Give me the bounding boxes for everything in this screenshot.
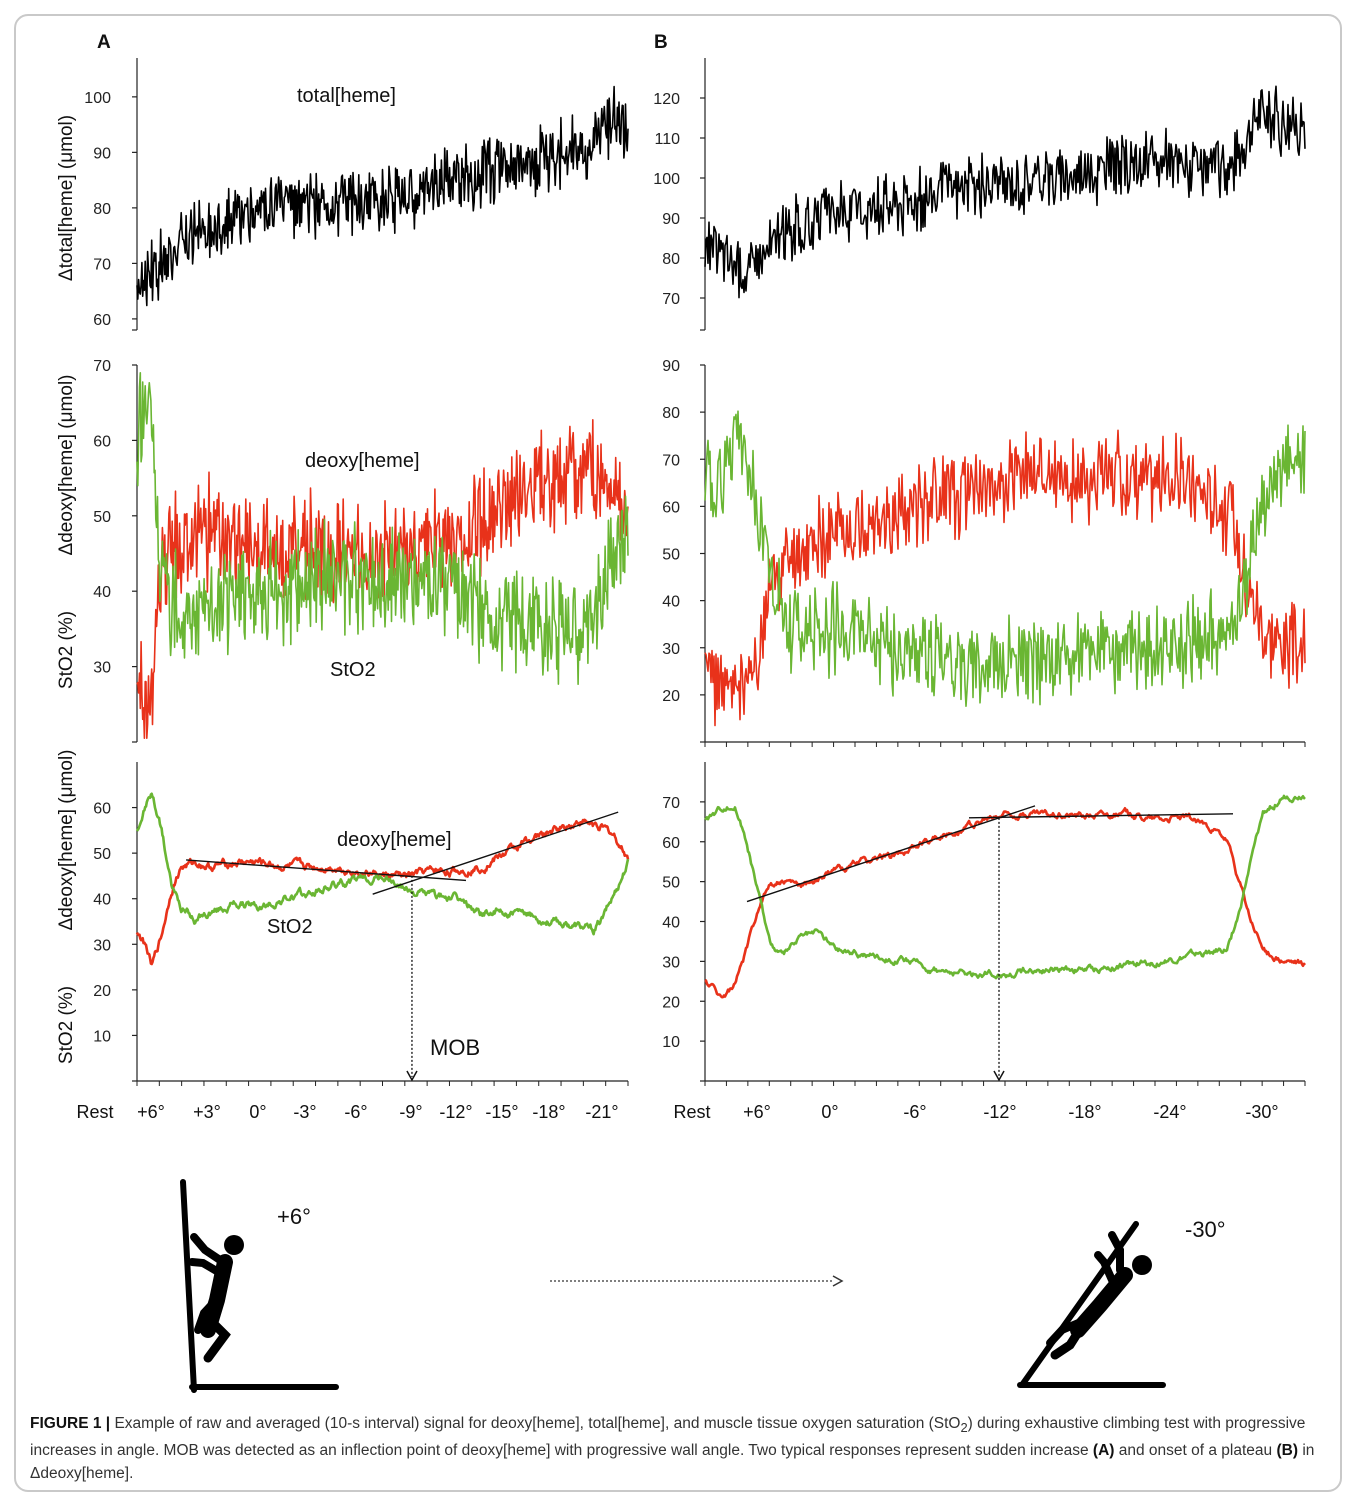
y-tick-label: 20 [662,688,680,705]
y-tick-label: 50 [93,846,111,863]
x-tick-label: -3° [293,1102,316,1122]
y-tick-label: 40 [93,892,111,909]
x-tick-label: +6° [743,1102,771,1122]
caption-bold-a: (A) [1092,1442,1115,1460]
x-tick-label: -30° [1245,1102,1278,1122]
y-tick-label: 90 [662,358,680,375]
y-tick-label: 30 [662,954,680,971]
figure-caption: FIGURE 1 | Example of raw and averaged (… [30,1412,1330,1485]
y-tick-label: 120 [653,91,680,108]
x-tick-label: +6° [137,1102,165,1122]
caption-part-4: in Δdeoxy[heme]. [30,1442,1315,1483]
y-tick-label: 40 [662,594,680,611]
ylabel-deoxy-raw: Δdeoxy[heme] (μmol) [56,375,77,556]
caption-part-3: and onset of a plateau [1114,1442,1277,1460]
label-deoxy-avg: deoxy[heme] [337,829,452,851]
series-total-heme--A-total [136,85,629,307]
caption-bold-b: (B) [1276,1442,1299,1460]
caption-part-1: Example of raw and averaged (10-s interv… [110,1415,961,1432]
climber-a-icon [180,1179,339,1393]
panel-label-b: B [654,32,668,53]
y-tick-label: 50 [662,875,680,892]
y-tick-label: 70 [93,256,111,273]
y-tick-label: 30 [662,641,680,658]
label-sto2-raw: StO2 [330,659,376,681]
y-tick-label: 30 [93,937,111,954]
series-sto2-B-avg [704,794,1306,980]
y-tick-label: 90 [93,145,111,162]
series-total-heme--B-total [704,85,1306,299]
y-tick-label: 80 [93,201,111,218]
ylabel-deoxy-avg: Δdeoxy[heme] (μmol) [56,750,77,931]
label-sto2-avg: StO2 [267,916,313,938]
label-deoxy-raw: deoxy[heme] [305,450,420,472]
panel-label-a: A [97,32,111,53]
y-tick-label: 10 [93,1028,111,1045]
y-tick-label: 80 [662,405,680,422]
x-tick-label: -15° [485,1102,518,1122]
label-total-heme: total[heme] [297,85,396,107]
y-tick-label: 60 [93,801,111,818]
y-tick-label: 40 [662,915,680,932]
fit-line [746,805,1036,903]
progression-arrow-head [832,1275,844,1287]
label-mob: MOB [430,1035,480,1060]
y-tick-label: 60 [662,499,680,516]
ylabel-total: Δtotal[heme] (μmol) [56,115,77,281]
x-tick-label: -12° [439,1102,472,1122]
x-tick-label: -21° [585,1102,618,1122]
y-tick-label: 70 [662,795,680,812]
y-tick-label: 20 [93,983,111,1000]
x-tick-label: -18° [532,1102,565,1122]
mob-marker-arrowhead [993,1070,1005,1082]
fit-line [186,859,467,882]
y-tick-label: 40 [93,584,111,601]
fit-line [968,813,1234,819]
ylabel-sto2-avg: StO2 (%) [56,986,77,1064]
y-tick-label: 20 [662,994,680,1011]
x-tick-label: -24° [1153,1102,1186,1122]
caption-part-2: ) during exhaustive climbing test with p… [30,1415,1306,1460]
y-tick-label: 10 [662,1034,680,1051]
y-tick-label: 110 [654,131,680,148]
climber-a-angle: +6° [277,1204,311,1229]
series-deoxy-heme--B-raw [704,429,1306,727]
y-tick-label: 30 [93,660,111,677]
mob-marker-arrowhead [406,1070,418,1082]
series-deoxy-heme--B-avg [704,806,1306,999]
y-tick-label: 70 [662,291,680,308]
x-tick-label: 0° [249,1102,266,1122]
caption-sub: 2 [960,1420,968,1436]
x-tick-label: Rest [673,1102,710,1122]
y-tick-label: 90 [662,211,680,228]
y-tick-label: 60 [93,312,111,329]
series-sto2-B-raw [704,410,1306,708]
y-tick-label: 80 [662,251,680,268]
x-tick-label: +3° [193,1102,221,1122]
y-tick-label: 70 [93,358,111,375]
x-tick-label: -18° [1068,1102,1101,1122]
caption-label: FIGURE 1 | [30,1415,111,1432]
x-tick-label: -6° [903,1102,926,1122]
fit-line [372,811,619,895]
figure-frame [14,14,1342,1492]
x-tick-label: Rest [76,1102,113,1122]
series-sto2-A-avg [135,792,630,936]
x-tick-label: 0° [821,1102,838,1122]
x-tick-label: -9° [399,1102,422,1122]
x-tick-label: -6° [344,1102,367,1122]
y-tick-label: 50 [93,509,111,526]
series-sto2-A-raw [136,371,629,686]
y-tick-label: 50 [662,547,680,564]
y-tick-label: 70 [662,452,680,469]
y-tick-label: 100 [84,90,111,107]
x-tick-label: -12° [983,1102,1016,1122]
y-tick-label: 60 [93,433,111,450]
y-tick-label: 60 [662,835,680,852]
climber-b-angle: -30° [1185,1217,1226,1242]
y-tick-label: 100 [653,171,680,188]
ylabel-sto2-raw: StO2 (%) [56,611,77,689]
climber-b-icon [1017,1221,1166,1388]
